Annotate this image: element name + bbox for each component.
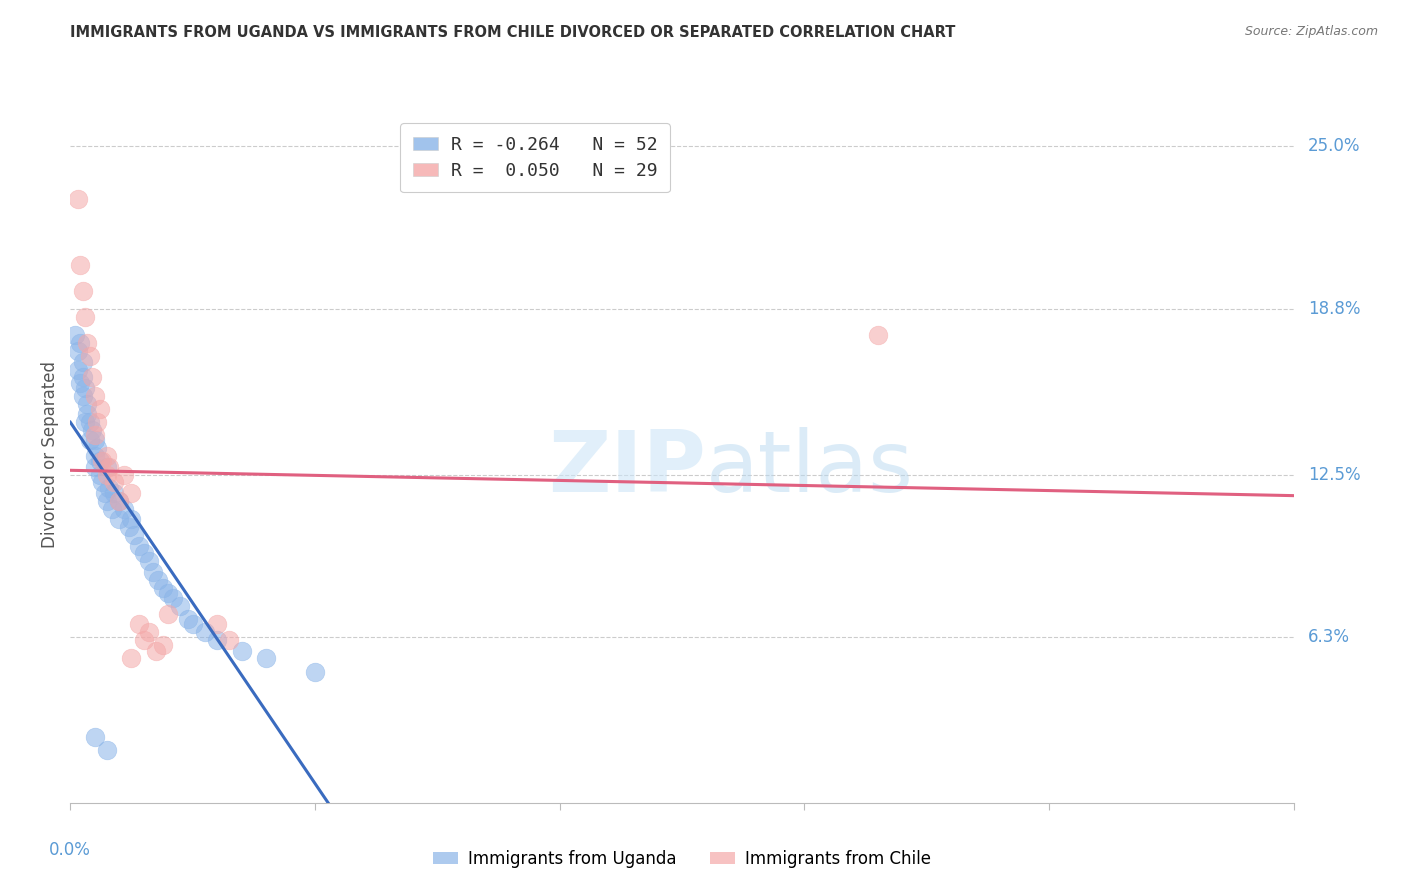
Point [122, 528, 145, 542]
Point [83, 730, 105, 744]
Point [177, 612, 200, 626]
Point [76, 336, 98, 351]
Point [218, 633, 240, 648]
Point [79, 434, 101, 448]
Point [157, 607, 180, 621]
Point [89, 454, 111, 468]
Point [142, 565, 165, 579]
Point [66, 192, 89, 206]
Point [96, 449, 118, 463]
Point [169, 599, 191, 613]
Point [91, 475, 114, 490]
Point [866, 328, 889, 343]
Point [73, 381, 96, 395]
Point [121, 651, 143, 665]
Point [83, 389, 105, 403]
Point [69, 376, 91, 390]
Text: 6.3%: 6.3% [1308, 628, 1350, 647]
Point [86, 415, 108, 429]
Point [121, 512, 143, 526]
Text: atlas: atlas [706, 427, 914, 510]
Text: 12.5%: 12.5% [1308, 466, 1361, 483]
Point [157, 586, 180, 600]
Point [82, 423, 104, 437]
Point [112, 467, 135, 482]
Point [83, 459, 105, 474]
Point [132, 546, 155, 560]
Point [79, 415, 101, 429]
Point [96, 459, 118, 474]
Point [83, 449, 105, 463]
Point [76, 407, 98, 421]
Text: 18.8%: 18.8% [1308, 301, 1361, 318]
Point [152, 638, 174, 652]
Point [304, 665, 326, 679]
Point [231, 643, 253, 657]
Point [148, 573, 170, 587]
Point [72, 370, 94, 384]
Point [98, 481, 121, 495]
Text: Source: ZipAtlas.com: Source: ZipAtlas.com [1244, 25, 1378, 38]
Point [205, 633, 228, 648]
Point [89, 401, 111, 416]
Point [89, 467, 111, 482]
Point [72, 355, 94, 369]
Point [96, 467, 118, 482]
Point [73, 415, 96, 429]
Point [128, 617, 150, 632]
Point [82, 370, 104, 384]
Point [69, 336, 91, 351]
Point [205, 617, 228, 632]
Point [63, 328, 86, 343]
Point [101, 501, 124, 516]
Point [118, 520, 141, 534]
Point [93, 486, 115, 500]
Point [91, 454, 114, 468]
Point [108, 494, 131, 508]
Point [96, 743, 118, 757]
Point [194, 625, 217, 640]
Point [152, 581, 174, 595]
Point [72, 389, 94, 403]
Point [76, 397, 98, 411]
Text: 25.0%: 25.0% [1308, 137, 1361, 155]
Point [83, 434, 105, 448]
Point [98, 459, 121, 474]
Point [73, 310, 96, 324]
Point [128, 539, 150, 553]
Point [132, 633, 155, 648]
Point [181, 617, 204, 632]
Point [145, 643, 167, 657]
Point [66, 344, 89, 359]
Point [66, 362, 89, 376]
Point [96, 494, 118, 508]
Point [86, 442, 108, 456]
Text: IMMIGRANTS FROM UGANDA VS IMMIGRANTS FROM CHILE DIVORCED OR SEPARATED CORRELATIO: IMMIGRANTS FROM UGANDA VS IMMIGRANTS FRO… [70, 25, 956, 40]
Point [103, 486, 125, 500]
Legend: Immigrants from Uganda, Immigrants from Chile: Immigrants from Uganda, Immigrants from … [426, 843, 938, 874]
Point [162, 591, 184, 605]
Y-axis label: Divorced or Separated: Divorced or Separated [41, 361, 59, 549]
Text: ZIP: ZIP [548, 427, 706, 510]
Point [103, 475, 125, 490]
Point [121, 486, 143, 500]
Point [72, 284, 94, 298]
Point [69, 258, 91, 272]
Point [254, 651, 277, 665]
Point [112, 501, 135, 516]
Point [138, 554, 160, 568]
Point [108, 512, 131, 526]
Point [138, 625, 160, 640]
Text: 0.0%: 0.0% [49, 841, 91, 859]
Point [79, 350, 101, 364]
Point [108, 494, 131, 508]
Point [83, 428, 105, 442]
